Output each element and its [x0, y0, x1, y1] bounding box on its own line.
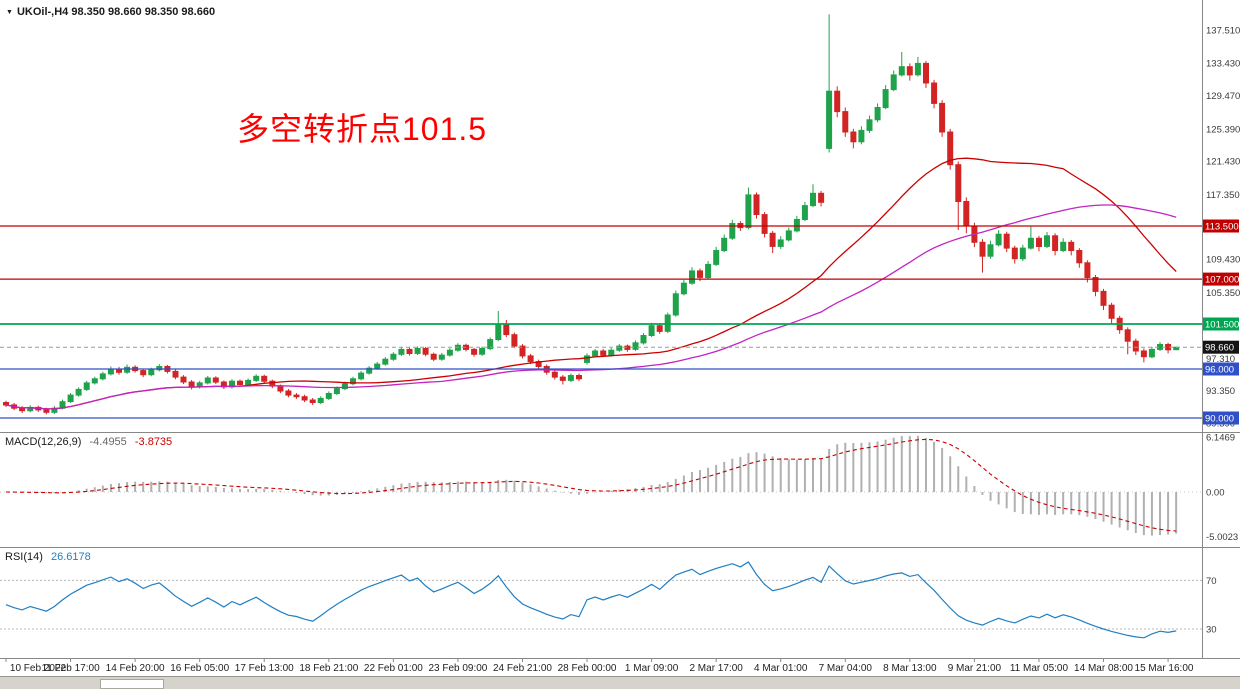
- svg-text:70: 70: [1206, 576, 1217, 587]
- separators: [0, 0, 1240, 659]
- macd-indicator-label: MACD(12,26,9) -4.4955 -3.8735: [5, 436, 177, 448]
- symbol-info[interactable]: ▼ UKOil-,H4 98.350 98.660 98.350 98.660: [6, 6, 215, 18]
- rsi-indicator-label: RSI(14) 26.6178: [5, 551, 96, 563]
- svg-text:90.000: 90.000: [1205, 414, 1234, 425]
- ma-slow-line: [5, 204, 1177, 410]
- annotation-text: 多空转折点101.5: [237, 111, 488, 147]
- svg-text:97.310: 97.310: [1206, 354, 1235, 365]
- svg-text:14 Feb 20:00: 14 Feb 20:00: [106, 663, 165, 674]
- svg-text:1 Mar 09:00: 1 Mar 09:00: [625, 663, 679, 674]
- ma-fast-line: [5, 157, 1177, 410]
- svg-text:17 Feb 13:00: 17 Feb 13:00: [235, 663, 294, 674]
- price-badges: 113.500 107.000 101.500 98.660 96.000 90.000: [1203, 219, 1239, 425]
- svg-text:30: 30: [1206, 625, 1217, 636]
- price-badge-113.500: [1203, 219, 1239, 233]
- svg-text:18 Feb 21:00: 18 Feb 21:00: [299, 663, 358, 674]
- price-badge-101.500: [1203, 317, 1239, 331]
- macd-name: MACD(12,26,9): [5, 436, 82, 448]
- svg-text:98.660: 98.660: [1205, 343, 1234, 354]
- bottom-tab[interactable]: [100, 679, 164, 689]
- svg-text:125.390: 125.390: [1206, 124, 1240, 135]
- svg-text:121.430: 121.430: [1206, 157, 1240, 168]
- svg-text:113.500: 113.500: [1205, 222, 1239, 233]
- svg-text:8 Mar 13:00: 8 Mar 13:00: [883, 663, 937, 674]
- macd-value-main: -4.4955: [89, 436, 127, 448]
- level-lines: [0, 225, 1202, 419]
- svg-text:4 Mar 01:00: 4 Mar 01:00: [754, 663, 808, 674]
- candles: [3, 14, 1180, 415]
- svg-text:15 Mar 16:00: 15 Mar 16:00: [1135, 663, 1194, 674]
- svg-text:117.350: 117.350: [1206, 190, 1240, 201]
- svg-text:14 Mar 08:00: 14 Mar 08:00: [1074, 663, 1133, 674]
- rsi-value: 26.6178: [50, 551, 91, 563]
- price-badge-98.660: [1203, 340, 1239, 354]
- svg-text:10 Feb 2022: 10 Feb 2022: [10, 663, 67, 674]
- symbol-dropdown-icon[interactable]: ▼: [6, 8, 13, 16]
- svg-text:11 Feb 17:00: 11 Feb 17:00: [41, 663, 100, 674]
- svg-text:133.430: 133.430: [1206, 59, 1240, 70]
- svg-text:28 Feb 00:00: 28 Feb 00:00: [558, 663, 617, 674]
- price-badge-96.000: [1203, 362, 1239, 376]
- rsi-line: [5, 561, 1177, 639]
- svg-text:93.350: 93.350: [1206, 386, 1235, 397]
- svg-text:101.500: 101.500: [1205, 320, 1239, 331]
- svg-text:22 Feb 01:00: 22 Feb 01:00: [364, 663, 423, 674]
- svg-text:24 Feb 21:00: 24 Feb 21:00: [493, 663, 552, 674]
- svg-text:137.510: 137.510: [1206, 25, 1240, 36]
- status-bar: [0, 676, 1240, 689]
- symbol-ohlc-text: UKOil-,H4 98.350 98.660 98.350 98.660: [16, 6, 216, 18]
- price-badge-90.000: [1203, 411, 1239, 425]
- svg-text:11 Mar 05:00: 11 Mar 05:00: [1010, 663, 1069, 674]
- svg-text:9 Mar 21:00: 9 Mar 21:00: [948, 663, 1002, 674]
- svg-text:-5.0023: -5.0023: [1206, 532, 1238, 543]
- svg-text:0.00: 0.00: [1206, 488, 1225, 499]
- svg-text:7 Mar 04:00: 7 Mar 04:00: [819, 663, 873, 674]
- price-badge-107.000: [1203, 272, 1239, 286]
- svg-text:105.350: 105.350: [1206, 288, 1240, 299]
- svg-text:96.000: 96.000: [1205, 365, 1234, 376]
- svg-text:2 Mar 17:00: 2 Mar 17:00: [689, 663, 743, 674]
- svg-text:6.1469: 6.1469: [1206, 433, 1235, 444]
- macd-signal-line: [5, 438, 1177, 532]
- macd-histogram: [13, 435, 1178, 536]
- macd-pane: 6.1469 0.00 -5.0023: [0, 433, 1238, 543]
- rsi-name: RSI(14): [5, 551, 43, 563]
- svg-text:23 Feb 09:00: 23 Feb 09:00: [428, 663, 487, 674]
- svg-text:16 Feb 05:00: 16 Feb 05:00: [170, 663, 229, 674]
- svg-text:109.430: 109.430: [1206, 255, 1240, 266]
- rsi-pane: 70 30: [0, 561, 1217, 639]
- svg-text:129.470: 129.470: [1206, 91, 1240, 102]
- moving-averages: [5, 157, 1177, 410]
- macd-value-signal: -3.8735: [134, 436, 173, 448]
- svg-text:107.000: 107.000: [1205, 275, 1239, 286]
